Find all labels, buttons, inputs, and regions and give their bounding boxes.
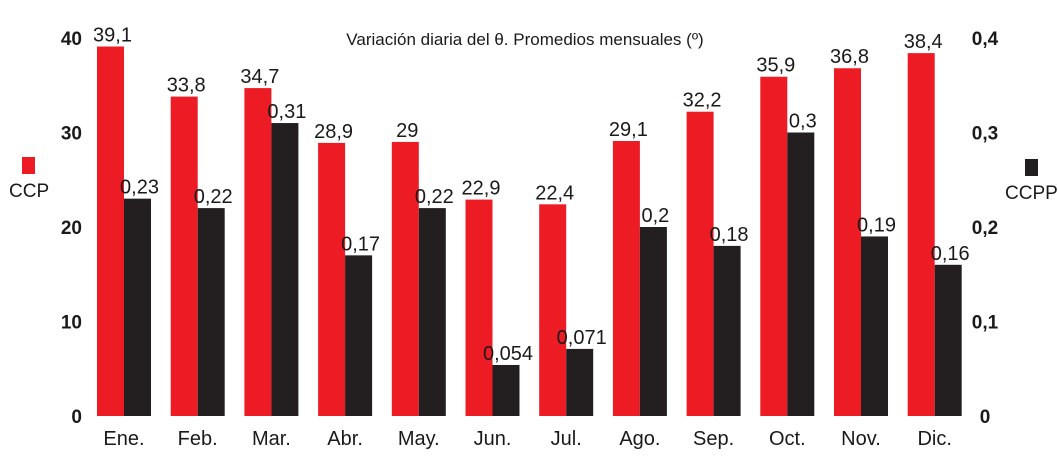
x-axis-category-label: Feb. [178,428,218,450]
bar-ccpp [566,348,594,416]
chart-title: Variación diaria del θ. Promedios mensua… [346,30,703,49]
bar-ccpp [271,123,299,417]
left-axis-tick-label: 40 [61,29,82,50]
data-label-ccp: 38,4 [904,31,943,53]
data-label-ccp: 29,1 [609,119,648,141]
legend-ccpp-label: CCPP [1005,183,1058,204]
legend-ccp-label: CCP [9,181,49,202]
data-label-ccpp: 0,18 [710,224,749,246]
bar-ccpp [934,264,962,416]
data-label-ccp: 35,9 [756,55,795,77]
x-axis-category-label: Nov. [841,428,881,450]
bar-ccp [539,204,567,416]
right-axis-tick-label: 0 [980,407,991,428]
data-label-ccp: 36,8 [830,46,869,68]
bar-ccp [907,53,935,417]
bar-ccp [97,46,124,416]
right-axis-tick-label: 0,3 [972,124,998,145]
data-label-ccpp: 0,071 [557,327,607,349]
data-label-ccpp: 0,054 [483,343,533,365]
bar-ccpp [861,236,888,416]
plot-area: 0 10 20 30 40 0 0,1 0,2 0,3 0,4 39,1 0,23 Ene. 33,8 0,… [61,25,999,450]
bar-ccp [686,111,714,417]
bar-ccp [391,141,419,416]
x-axis-category-label: Ago. [619,428,660,450]
bar-ccp [612,141,640,416]
data-label-ccpp: 0,2 [641,205,669,227]
x-axis-category-label: May. [398,428,440,450]
data-label-ccp: 22,4 [535,182,574,204]
right-axis-tick-label: 0,1 [972,313,999,334]
bar-ccpp [124,198,151,416]
bar-ccp [465,199,493,416]
x-axis-category-label: Sep. [693,428,734,450]
x-axis-category-label: Mar. [252,428,291,450]
bar-ccp [244,88,272,417]
x-axis-category-label: Ene. [103,428,144,450]
bar-ccpp [787,132,815,416]
left-axis-tick-label: 20 [61,218,82,239]
data-label-ccpp: 0,22 [415,186,454,208]
x-axis-category-label: Jun. [474,428,512,450]
left-axis-tick-label: 0 [71,407,82,428]
x-axis-category-label: Abr. [327,428,363,450]
bar-ccp [760,76,788,417]
data-label-ccp: 22,9 [462,178,501,200]
bar-ccp [318,142,346,416]
bar-ccpp [713,245,741,416]
left-axis-tick-label: 30 [61,124,82,145]
data-label-ccpp: 0,3 [789,111,817,133]
bar-ccpp [418,208,446,416]
data-label-ccp: 34,7 [240,66,279,88]
bar-ccpp [197,208,225,416]
data-label-ccpp: 0,16 [931,243,970,265]
data-label-ccp: 33,8 [167,75,206,97]
data-label-ccp: 28,9 [314,121,353,143]
legend-ccpp-swatch [1025,159,1038,176]
data-label-ccpp: 0,22 [194,186,233,208]
right-axis-tick-label: 0,4 [972,29,999,50]
data-label-ccpp: 0,23 [120,177,159,199]
x-axis-category-label: Dic. [917,428,951,450]
bar-ccpp [639,227,667,416]
data-label-ccpp: 0,17 [341,233,380,255]
x-axis-category-label: Oct. [769,428,806,450]
bar-ccpp [492,364,520,416]
right-axis-tick-label: 0,2 [972,218,998,239]
bar-ccp [834,68,861,417]
data-label-ccp: 39,1 [93,25,132,47]
data-label-ccpp: 0,19 [857,214,896,236]
left-axis-tick-label: 10 [61,313,82,334]
data-label-ccp: 32,2 [683,90,722,112]
bar-ccp [170,96,198,416]
data-label-ccp: 29 [396,120,418,142]
x-axis-category-label: Jul. [551,428,582,450]
data-label-ccpp: 0,31 [267,101,306,123]
legend-ccp-swatch [22,157,35,174]
bar-ccpp [345,255,373,416]
